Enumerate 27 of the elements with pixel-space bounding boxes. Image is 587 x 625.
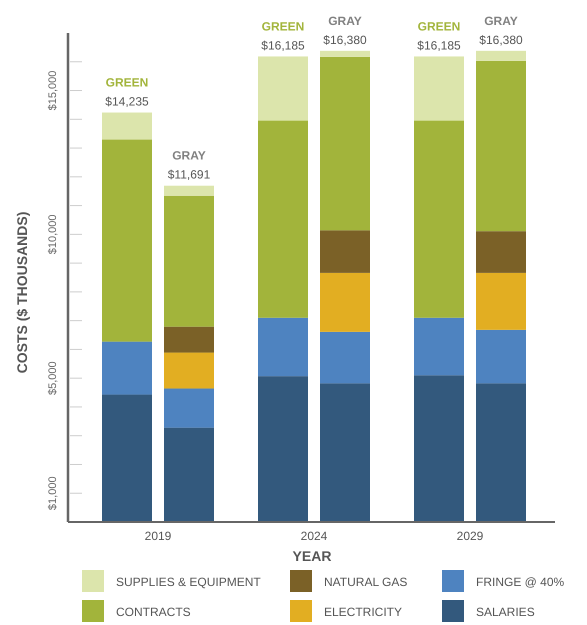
y-tick-label: $10,000 [47,214,59,254]
x-axis-title: YEAR [292,548,332,564]
y-tick-label: $1,000 [47,476,59,510]
legend-label: SALARIES [476,605,535,619]
x-tick-label: GREEN [418,19,460,34]
legend-label: NATURAL GAS [324,575,408,589]
total-label: $14,235 [105,94,150,109]
x-tick-label: GREEN [262,19,304,34]
x-tick-label: GRAY [328,14,362,28]
total-label: $16,380 [479,32,524,47]
total-label: $16,185 [261,38,306,52]
y-tick-label: $5,000 [47,361,59,396]
legend-label: SUPPLIES & EQUIPMENT [116,575,262,589]
x-tick-label: GRAY [172,148,206,163]
x-tick-label: GRAY [484,14,518,28]
text: 2019 [144,529,172,543]
x-tick-label: GREEN [106,76,148,90]
legend-label: CONTRACTS [116,605,191,619]
total-label: $11,691 [168,168,211,182]
y-axis-title: COSTS ($ THOUSANDS) [14,212,30,374]
legend-label: ELECTRICITY [324,605,402,619]
text: 2024 [300,529,328,543]
y-tick-label: $15,000 [47,70,59,110]
text: 2029 [456,529,484,543]
legend-label: FRINGE @ 40% [476,575,565,589]
total-label: $16,380 [323,32,368,47]
total-label: $16,185 [417,38,462,52]
